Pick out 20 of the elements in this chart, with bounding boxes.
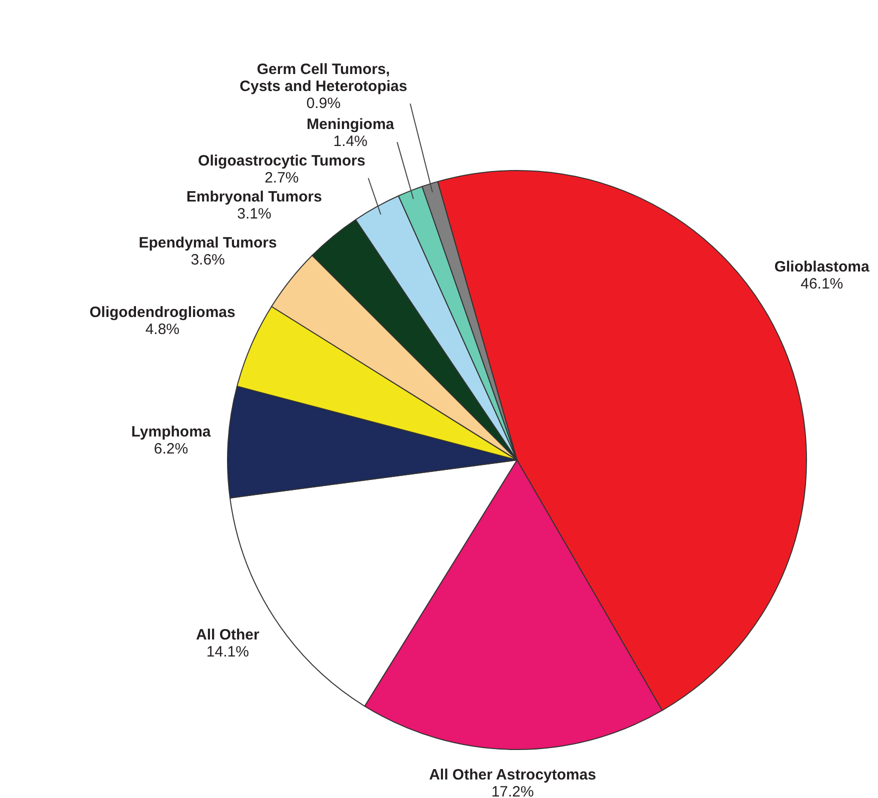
slice-label: All Other [196,626,260,644]
slice-label: All Other Astrocytomas [429,766,596,784]
slice-label: Ependymal Tumors [138,234,277,252]
slice-label: Oligoastrocytic Tumors [198,152,366,170]
data-label: 0.9% [306,94,341,112]
data-label: 4.8% [145,320,180,338]
slice-label: Glioblastoma [774,258,870,276]
data-label: 2.7% [264,169,299,186]
data-label: 46.1% [800,275,844,292]
data-label: 1.4% [333,133,368,150]
slice-label: Lymphoma [131,423,212,440]
slice-label: Oligodendrogliomas [90,304,236,321]
data-label: 14.1% [206,643,249,660]
data-label: 3.6% [190,252,225,269]
data-label: 3.1% [237,206,272,223]
slice-label: Embryonal Tumors [186,188,322,206]
data-label: 6.2% [154,440,188,458]
slice-label: Meningioma [306,116,395,134]
slice-label: Germ Cell Tumors, Cysts and Heterotopias [240,60,408,95]
data-label: 17.2% [491,783,534,798]
